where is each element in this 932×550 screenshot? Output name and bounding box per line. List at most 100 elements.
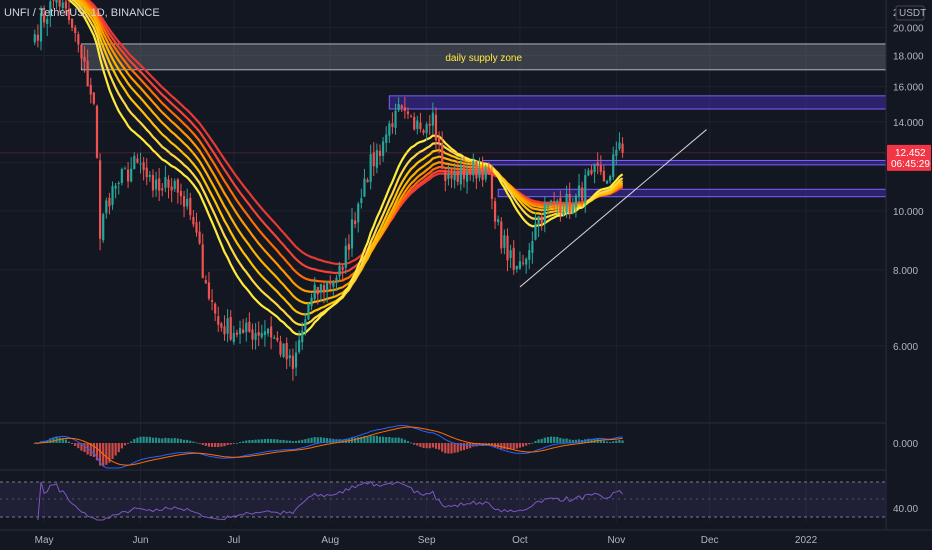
- rsi-pane: [0, 469, 886, 521]
- macd-histogram-bar: [220, 443, 223, 447]
- macd-histogram-bar: [425, 443, 428, 449]
- macd-histogram-bar: [453, 443, 456, 453]
- macd-histogram-bar: [388, 436, 391, 443]
- candle-body: [260, 333, 263, 338]
- macd-histogram-bar: [621, 440, 624, 443]
- candle-body: [276, 337, 279, 341]
- candle-body: [304, 319, 307, 331]
- macd-histogram-bar: [186, 439, 189, 443]
- candle-body: [189, 197, 192, 216]
- macd-histogram-bar: [487, 443, 490, 445]
- macd-histogram-bar: [447, 443, 450, 454]
- macd-histogram-bar: [590, 438, 593, 443]
- candle-body: [366, 179, 369, 183]
- macd-histogram-bar: [114, 443, 117, 456]
- macd-histogram-bar: [503, 443, 506, 449]
- macd-histogram-bar: [173, 438, 176, 443]
- candle-body: [431, 112, 434, 126]
- price-tick-label: 18.000: [893, 51, 924, 62]
- candle-body: [565, 193, 568, 213]
- candle-body: [587, 170, 590, 176]
- candle-body: [487, 167, 490, 175]
- candle-body: [117, 183, 120, 185]
- candle-body: [77, 34, 80, 45]
- macd-histogram-bar: [338, 439, 341, 443]
- currency-badge[interactable]: USDT: [895, 5, 926, 21]
- candle-body: [313, 284, 316, 300]
- price-tick-label: 16.000: [893, 83, 924, 94]
- candle-body: [534, 223, 537, 240]
- currency-badge-label: USDT: [899, 8, 926, 19]
- candle-body: [478, 168, 481, 178]
- macd-histogram-bar: [360, 436, 363, 443]
- candle-body: [310, 297, 313, 307]
- symbol-title[interactable]: UNFI / TetherUS, 1D, BINANCE: [4, 7, 160, 19]
- candle-body: [531, 241, 534, 253]
- macd-histogram-bar: [562, 438, 565, 443]
- macd-histogram-bar: [232, 443, 235, 444]
- candle-body: [394, 110, 397, 128]
- candle-body: [145, 167, 148, 178]
- macd-histogram-bar: [549, 436, 553, 443]
- macd-histogram-bar: [167, 438, 170, 443]
- macd-histogram-bar: [375, 435, 378, 443]
- candle-body: [472, 160, 475, 176]
- macd-histogram-bar: [164, 437, 167, 443]
- macd-histogram-bar: [201, 443, 204, 445]
- macd-histogram-bar: [437, 443, 441, 450]
- macd-histogram-bar: [89, 443, 92, 457]
- candle-body: [350, 219, 354, 249]
- candle-body: [581, 187, 584, 201]
- candle-body: [490, 174, 494, 199]
- macd-histogram-bar: [49, 438, 52, 443]
- macd-histogram-bar: [382, 436, 385, 443]
- candle-body: [369, 154, 372, 182]
- macd-histogram-bar: [77, 443, 80, 449]
- candle-body: [518, 261, 522, 269]
- candle-body: [123, 168, 127, 170]
- macd-histogram-bar: [394, 437, 397, 443]
- macd-histogram-bar: [294, 440, 298, 443]
- candle-body: [512, 247, 515, 270]
- time-tick-label: 2022: [795, 535, 818, 546]
- price-tick-label: 8.000: [893, 266, 918, 277]
- macd-histogram-bar: [543, 437, 546, 443]
- candle-body: [344, 245, 347, 268]
- macd-histogram-bar: [83, 443, 86, 453]
- candle-body: [204, 280, 207, 284]
- candle-body: [92, 92, 95, 104]
- candle-body: [462, 164, 466, 180]
- macd-histogram-bar: [80, 443, 83, 451]
- candle-body: [251, 329, 254, 340]
- candle-body: [58, 0, 61, 7]
- candle-body: [46, 18, 49, 25]
- candle-body: [450, 175, 453, 179]
- candle-body: [419, 122, 422, 130]
- candle-body: [257, 332, 260, 336]
- candle-body: [481, 167, 484, 180]
- macd-histogram-bar: [391, 437, 394, 443]
- candle-body: [266, 328, 270, 334]
- signal-line: [34, 426, 623, 466]
- macd-histogram-bar: [105, 443, 108, 465]
- macd-pane: [0, 422, 886, 469]
- candle-body: [422, 130, 425, 133]
- candle-body: [36, 34, 39, 41]
- candle-body: [444, 170, 447, 181]
- candle-body: [593, 163, 596, 173]
- ema-line: [77, 0, 624, 305]
- time-tick-label: Jul: [227, 535, 240, 546]
- chart-overlays: [0, 129, 886, 288]
- macd-histogram-bar: [540, 438, 543, 443]
- candle-body: [500, 221, 503, 249]
- candle-body: [590, 169, 593, 174]
- macd-histogram-bar: [310, 437, 313, 443]
- time-tick-label: May: [35, 535, 54, 546]
- macd-histogram-bar: [111, 443, 114, 459]
- candle-body: [207, 282, 211, 299]
- macd-histogram-bar: [484, 443, 487, 445]
- macd-histogram-bar: [273, 439, 276, 443]
- candle-body: [49, 1, 52, 17]
- candle-body: [347, 243, 350, 250]
